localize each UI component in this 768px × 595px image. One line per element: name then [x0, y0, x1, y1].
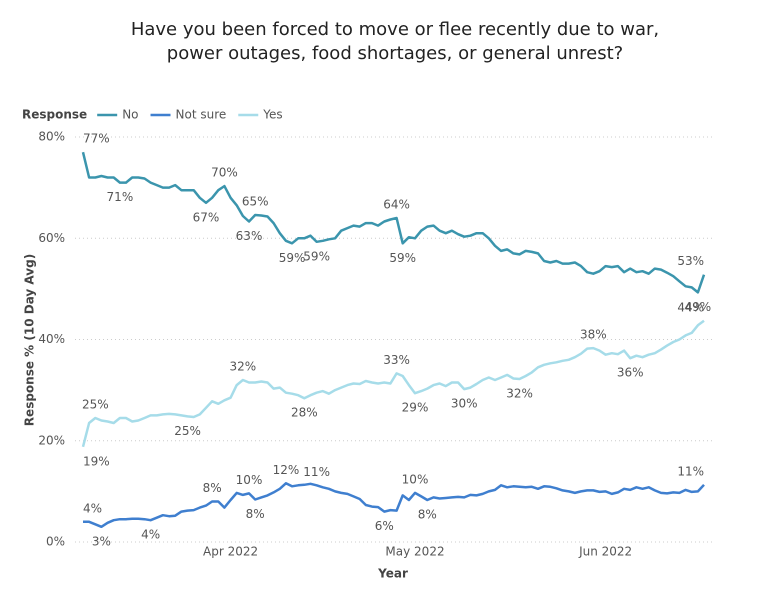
- data-label: 70%: [211, 166, 238, 180]
- data-label: 6%: [375, 519, 394, 533]
- data-label: 32%: [506, 386, 533, 400]
- y-tick-label: 80%: [38, 130, 65, 144]
- data-label: 59%: [303, 249, 330, 263]
- y-axis-title: Response % (10 Day Avg): [23, 254, 37, 426]
- data-label: 36%: [617, 366, 644, 380]
- data-label: 29%: [402, 401, 429, 415]
- data-label: 77%: [83, 132, 110, 146]
- y-tick-label: 60%: [38, 231, 65, 245]
- data-label: 59%: [279, 251, 306, 265]
- data-label: 8%: [203, 481, 222, 495]
- data-label: 19%: [83, 454, 110, 468]
- data-label: 28%: [291, 406, 318, 420]
- data-label: 12%: [273, 463, 300, 477]
- chart-title: Have you been forced to move or flee rec…: [130, 19, 660, 64]
- data-label: 8%: [418, 507, 437, 521]
- series-line: [81, 151, 706, 294]
- x-axis-title: Year: [377, 567, 408, 581]
- data-label: 38%: [580, 328, 607, 342]
- x-tick-label: Apr 2022: [203, 545, 258, 559]
- y-tick-label: 40%: [38, 332, 65, 346]
- data-label: 25%: [82, 397, 109, 411]
- data-label: 30%: [451, 397, 478, 411]
- data-label: 44%: [677, 300, 704, 314]
- x-tick-label: May 2022: [385, 545, 444, 559]
- data-label: 49%: [685, 300, 712, 314]
- legend-label: Yes: [262, 108, 282, 122]
- data-label: 4%: [141, 528, 160, 542]
- data-label: 32%: [230, 360, 257, 374]
- data-label: 11%: [677, 464, 704, 478]
- data-label: 8%: [246, 507, 265, 521]
- data-label: 53%: [677, 254, 704, 268]
- data-label: 59%: [389, 251, 416, 265]
- data-label: 10%: [236, 473, 263, 487]
- data-label: 71%: [107, 190, 134, 204]
- legend-label: Not sure: [176, 108, 227, 122]
- data-label: 10%: [402, 472, 429, 486]
- data-label: 4%: [83, 501, 102, 515]
- data-label: 65%: [242, 194, 269, 208]
- data-label: 64%: [383, 198, 410, 212]
- data-label: 63%: [236, 229, 263, 243]
- y-tick-label: 0%: [46, 535, 65, 549]
- y-tick-label: 20%: [38, 433, 65, 447]
- legend-label: No: [122, 108, 138, 122]
- data-label: 11%: [303, 465, 330, 479]
- series-line: [83, 482, 705, 529]
- x-tick-label: Jun 2022: [578, 545, 632, 559]
- data-label: 67%: [193, 210, 220, 224]
- legend-title: Response: [22, 108, 87, 122]
- data-label: 33%: [383, 353, 410, 367]
- data-label: 3%: [92, 534, 111, 548]
- data-label: 25%: [174, 424, 201, 438]
- series-line: [81, 319, 705, 448]
